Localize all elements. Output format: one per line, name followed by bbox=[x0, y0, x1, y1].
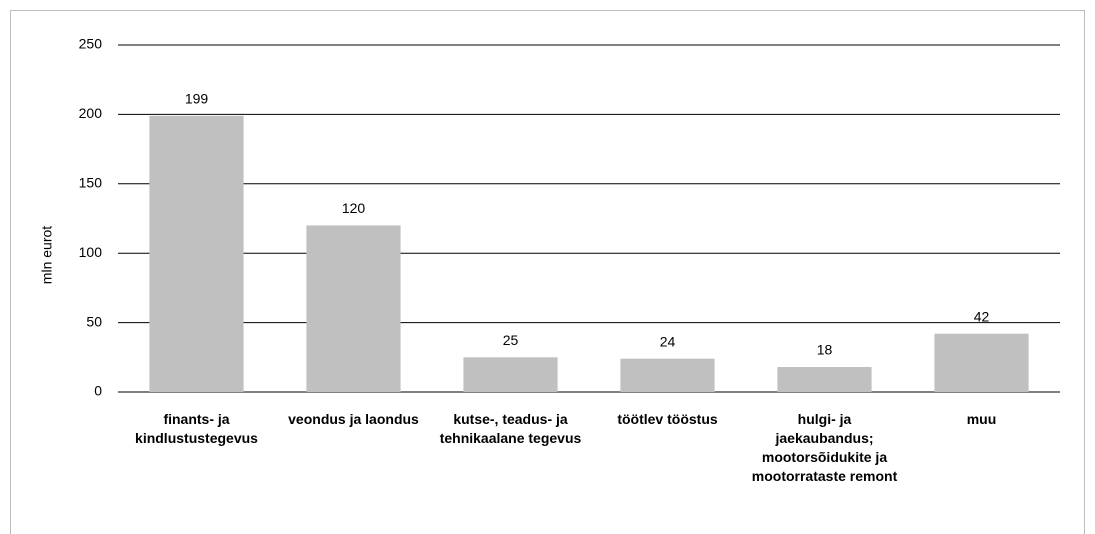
bar bbox=[306, 225, 401, 392]
bar bbox=[777, 367, 872, 392]
x-tick-label: kutse-, teadus- ja tehnikaalane tegevus bbox=[439, 411, 582, 446]
y-tick-label: 200 bbox=[79, 105, 103, 121]
bar bbox=[149, 115, 244, 393]
bar bbox=[463, 357, 558, 392]
y-tick-label: 150 bbox=[79, 175, 103, 191]
bar bbox=[620, 358, 715, 392]
value-label: 42 bbox=[974, 308, 990, 324]
value-label: 25 bbox=[503, 332, 519, 348]
x-tick-label: finants- ja kindlustustegevus bbox=[135, 411, 258, 446]
y-tick-label: 250 bbox=[79, 36, 103, 52]
value-label: 199 bbox=[185, 90, 209, 106]
y-axis-label: mln eurot bbox=[39, 226, 55, 284]
value-label: 18 bbox=[817, 342, 833, 358]
x-tick-label: veondus ja laondus bbox=[288, 411, 419, 427]
y-tick-label: 50 bbox=[86, 313, 102, 329]
value-label: 120 bbox=[342, 200, 366, 216]
x-tick-label: muu bbox=[966, 411, 997, 427]
x-tick-label: töötlev tööstus bbox=[617, 411, 718, 427]
y-tick-label: 100 bbox=[79, 244, 103, 260]
value-label: 24 bbox=[660, 333, 676, 349]
chart-frame bbox=[10, 10, 1085, 534]
y-tick-label: 0 bbox=[94, 383, 102, 399]
x-tick-label: hulgi- ja jaekaubandus; mootorsõidukite … bbox=[751, 411, 898, 484]
bar bbox=[934, 333, 1029, 392]
